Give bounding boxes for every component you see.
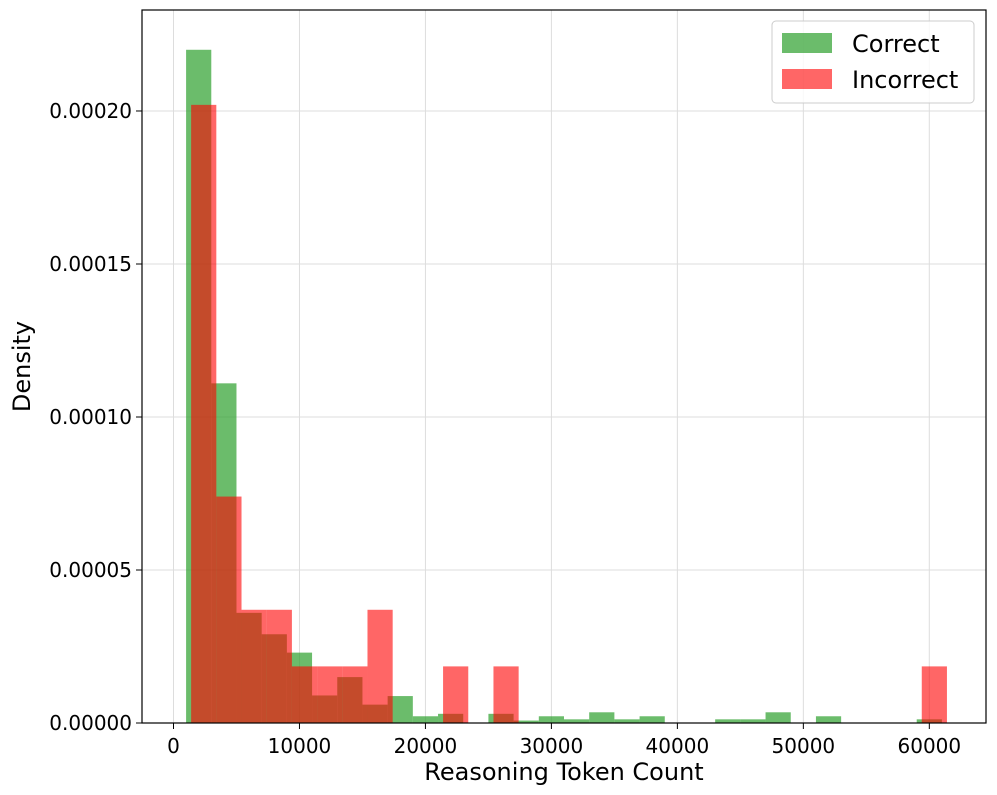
bar-correct: [538, 716, 564, 723]
bar-incorrect: [241, 609, 267, 723]
bar-incorrect: [342, 666, 368, 723]
bar-incorrect: [216, 496, 242, 723]
x-tick-label: 0: [167, 734, 180, 758]
x-tick-label: 30000: [520, 734, 584, 758]
bar-correct: [412, 716, 439, 723]
axis-ticks: 0 10000 20000 30000 40000 50000 60000 0.00000 0.…: [49, 99, 961, 758]
x-tick-label: 20000: [394, 734, 458, 758]
bar-correct: [740, 719, 766, 723]
bar-incorrect: [367, 609, 393, 723]
bar-incorrect: [266, 609, 292, 723]
x-tick-label: 60000: [898, 734, 962, 758]
y-axis-label: Density: [8, 321, 36, 412]
legend: Correct Incorrect: [771, 20, 975, 104]
y-tick-label: 0.00005: [49, 558, 132, 582]
bar-incorrect: [921, 666, 947, 723]
legend-swatch-incorrect: [782, 69, 832, 89]
bar-correct: [639, 716, 665, 723]
y-tick-label: 0.00010: [49, 405, 132, 429]
legend-entry-incorrect: Incorrect: [852, 66, 958, 94]
bar-incorrect: [493, 666, 519, 723]
bar-incorrect: [443, 666, 469, 723]
bar-correct: [815, 716, 842, 723]
x-tick-label: 40000: [646, 734, 710, 758]
legend-swatch-correct: [782, 33, 832, 53]
y-tick-label: 0.00020: [49, 99, 132, 123]
y-tick-label: 0.00000: [49, 711, 132, 735]
x-tick-label: 10000: [268, 734, 332, 758]
x-axis-label: Reasoning Token Count: [424, 758, 703, 786]
legend-entry-correct: Correct: [852, 30, 940, 58]
x-tick-label: 50000: [772, 734, 836, 758]
bar-correct: [715, 719, 741, 723]
plot-frame: [141, 9, 987, 724]
histogram-bars: [186, 49, 947, 723]
bar-correct: [589, 712, 615, 723]
y-tick-label: 0.00015: [49, 252, 132, 276]
bar-incorrect: [291, 666, 318, 723]
bar-incorrect: [191, 104, 217, 723]
bar-correct: [564, 719, 590, 723]
grid-lines: [142, 10, 986, 724]
bar-correct: [513, 720, 539, 723]
bar-incorrect: [317, 666, 343, 723]
bar-correct: [765, 712, 791, 723]
bar-correct: [614, 719, 640, 723]
